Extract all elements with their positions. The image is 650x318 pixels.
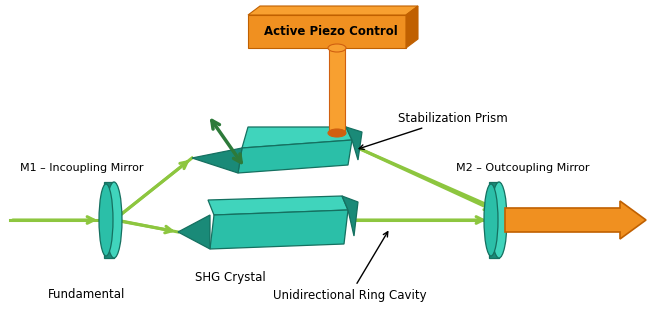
Polygon shape	[489, 182, 499, 258]
Ellipse shape	[491, 182, 507, 258]
FancyArrow shape	[505, 201, 646, 239]
Text: Unidirectional Ring Cavity: Unidirectional Ring Cavity	[273, 232, 427, 301]
Polygon shape	[242, 127, 352, 148]
Ellipse shape	[328, 44, 346, 52]
Polygon shape	[346, 127, 362, 160]
Ellipse shape	[484, 184, 498, 256]
Polygon shape	[208, 196, 348, 215]
Text: SHG Crystal: SHG Crystal	[194, 272, 265, 285]
Polygon shape	[192, 148, 242, 173]
Text: Stabilization Prism: Stabilization Prism	[359, 112, 508, 149]
Polygon shape	[178, 215, 210, 249]
Text: Fundamental: Fundamental	[48, 288, 125, 301]
Polygon shape	[330, 48, 334, 133]
Polygon shape	[406, 6, 418, 48]
Polygon shape	[238, 140, 352, 173]
Polygon shape	[248, 6, 418, 15]
Ellipse shape	[99, 184, 113, 256]
Ellipse shape	[328, 129, 346, 137]
Ellipse shape	[106, 182, 122, 258]
Text: M1 – Incoupling Mirror: M1 – Incoupling Mirror	[20, 163, 144, 173]
Polygon shape	[248, 15, 406, 48]
Polygon shape	[329, 48, 345, 133]
Text: M2 – Outcoupling Mirror: M2 – Outcoupling Mirror	[456, 163, 590, 173]
Polygon shape	[104, 182, 114, 258]
Text: Active Piezo Control: Active Piezo Control	[264, 25, 398, 38]
Polygon shape	[342, 196, 358, 236]
Polygon shape	[210, 210, 348, 249]
